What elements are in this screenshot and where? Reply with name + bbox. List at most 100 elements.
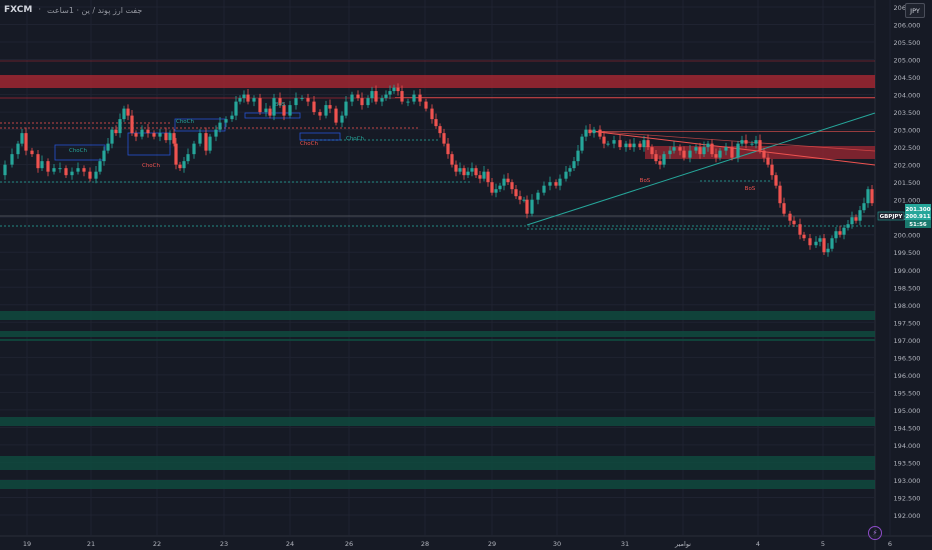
- candle-body: [282, 105, 286, 116]
- candle-body: [30, 150, 34, 155]
- price-tag-upper-text: 201.300: [905, 207, 930, 213]
- candle-body: [650, 147, 654, 155]
- symbol-header: FXCM · جفت ارز پوند / ین · 1ساعت: [4, 3, 142, 17]
- candle-body: [242, 94, 246, 99]
- symbol-description[interactable]: جفت ارز پوند / ین · 1ساعت: [47, 5, 143, 15]
- price-axis-label: 198.000: [894, 302, 921, 310]
- candle-body: [114, 129, 118, 134]
- candle-body: [412, 94, 416, 102]
- candle-body: [498, 185, 502, 190]
- time-axis-label: 28: [421, 540, 429, 548]
- candle-body: [424, 101, 428, 109]
- candle-body: [430, 108, 434, 120]
- candle-body: [454, 164, 458, 172]
- symbol-price-tag-text: GBPJPY: [880, 214, 904, 220]
- candle-body: [396, 87, 400, 92]
- candle-body: [158, 133, 162, 137]
- time-axis-label: 24: [286, 540, 294, 548]
- price-axis-label: 199.000: [894, 267, 921, 275]
- candle-body: [272, 98, 276, 116]
- candle-body: [858, 210, 862, 221]
- price-axis-label: 196.000: [894, 372, 921, 380]
- candle-body: [598, 129, 602, 137]
- candle-body: [766, 157, 770, 165]
- candle-body: [238, 98, 242, 102]
- candle-body: [740, 140, 744, 144]
- candle-body: [502, 178, 506, 186]
- structure-box: [127, 132, 171, 156]
- structure-label: ChoCh: [142, 163, 161, 169]
- candle-body: [198, 133, 202, 144]
- candle-body: [208, 136, 212, 151]
- candle-body: [654, 154, 658, 162]
- candle-body: [258, 98, 262, 113]
- candle-body: [730, 147, 734, 158]
- price-axis-label: 202.500: [894, 144, 921, 152]
- candle-body: [602, 136, 606, 144]
- candle-body: [466, 171, 470, 176]
- candle-body: [152, 133, 156, 137]
- price-axis-label: 201.000: [894, 197, 921, 205]
- price-axis-label: 205.000: [894, 57, 921, 65]
- time-axis-label: 6: [888, 540, 892, 548]
- currency-button[interactable]: JPY: [905, 3, 925, 18]
- time-axis-label: 30: [553, 540, 561, 548]
- candle-body: [554, 182, 558, 186]
- demand-zone: [0, 331, 875, 337]
- candle-body: [814, 241, 818, 246]
- candle-body: [792, 220, 796, 225]
- candle-body: [802, 234, 806, 239]
- candle-body: [668, 150, 672, 155]
- candle-body: [808, 238, 812, 246]
- candle-body: [384, 94, 388, 99]
- bar-countdown-tag-text: 51:56: [909, 222, 927, 228]
- price-axis-label: 206.000: [894, 22, 921, 30]
- tradingview-logo-icon[interactable]: ⚡: [868, 526, 882, 540]
- candle-body: [380, 98, 384, 102]
- candle-body: [682, 150, 686, 158]
- candle-body: [400, 91, 404, 102]
- candle-body: [850, 217, 854, 225]
- time-axis-label: 31: [621, 540, 629, 548]
- candle-body: [300, 98, 304, 100]
- price-axis-label: 192.000: [894, 512, 921, 520]
- candle-body: [826, 248, 830, 253]
- candle-body: [218, 122, 222, 130]
- candle-body: [624, 143, 628, 148]
- price-axis-label: 192.500: [894, 494, 921, 502]
- supply-zone-line: [590, 131, 875, 132]
- candle-body: [20, 133, 24, 144]
- candle-body: [862, 203, 866, 211]
- candle-body: [542, 185, 546, 193]
- candle-body: [584, 129, 588, 137]
- time-axis-label: 5: [821, 540, 825, 548]
- price-axis-label: 202.000: [894, 162, 921, 170]
- candle-body: [506, 178, 510, 183]
- candle-body: [866, 189, 870, 204]
- time-axis-label: 22: [153, 540, 161, 548]
- candle-body: [146, 129, 150, 134]
- candle-body: [246, 94, 250, 102]
- candle-body: [334, 108, 338, 123]
- candle-body: [130, 115, 134, 134]
- candle-body: [818, 238, 822, 242]
- price-axis-label: 204.500: [894, 74, 921, 82]
- candle-body: [510, 182, 514, 190]
- demand-zone: [0, 456, 875, 470]
- candle-body: [234, 101, 238, 116]
- candle-body: [870, 189, 874, 204]
- candle-body: [350, 94, 354, 102]
- time-axis-label: 19: [23, 540, 31, 548]
- candle-body: [846, 224, 850, 228]
- price-axis-label: 204.000: [894, 92, 921, 100]
- candle-body: [798, 224, 802, 235]
- candle-body: [672, 147, 676, 151]
- candle-body: [164, 133, 168, 141]
- candle-body: [572, 161, 576, 169]
- structure-box: [299, 132, 341, 141]
- candle-body: [418, 94, 422, 102]
- structure-label: BoS: [745, 186, 756, 192]
- candle-body: [134, 133, 138, 137]
